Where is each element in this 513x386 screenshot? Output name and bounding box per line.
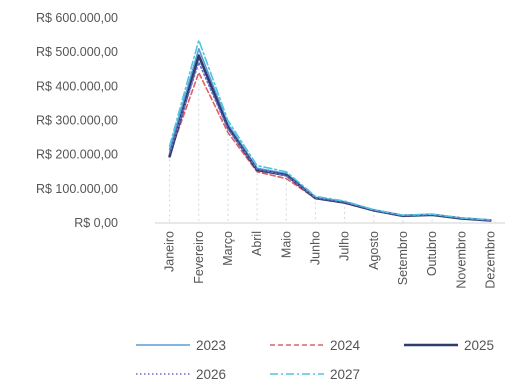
legend-label: 2027 xyxy=(330,367,360,382)
x-axis: Janeiro Fevereiro Março Abril Maio Junho Julho… xyxy=(155,48,505,289)
legend-label: 2025 xyxy=(464,338,494,353)
y-tick-label: R$ 0,00 xyxy=(74,216,118,230)
y-tick-label: R$ 100.000,00 xyxy=(36,182,118,196)
legend-label: 2026 xyxy=(196,367,226,382)
x-tick-label: Março xyxy=(221,231,235,266)
series-layer xyxy=(168,39,492,222)
x-tick-label: Junho xyxy=(308,231,322,265)
x-tick-label: Agosto xyxy=(367,231,381,270)
x-tick-label: Fevereiro xyxy=(192,231,206,284)
x-tick-label: Dezembro xyxy=(483,231,497,289)
y-tick-label: R$ 500.000,00 xyxy=(36,45,118,59)
legend-label: 2023 xyxy=(196,338,226,353)
legend-label: 2024 xyxy=(330,338,361,353)
series-line-2025 xyxy=(168,54,492,222)
series-line-2023 xyxy=(168,47,492,222)
x-tick-label: Outubro xyxy=(425,231,439,276)
x-tick-label: Novembro xyxy=(454,231,468,289)
x-tick-label: Julho xyxy=(338,231,352,261)
y-tick-label: R$ 600.000,00 xyxy=(36,11,118,25)
x-tick-label: Maio xyxy=(279,231,293,258)
y-tick-label: R$ 200.000,00 xyxy=(36,148,118,162)
series-line-2027 xyxy=(168,39,492,221)
x-tick-label: Abril xyxy=(250,231,264,256)
y-tick-label: R$ 400.000,00 xyxy=(36,79,118,93)
x-tick-label: Setembro xyxy=(396,231,410,285)
series-line-2026 xyxy=(168,61,492,222)
y-axis: R$ 0,00 R$ 100.000,00 R$ 200.000,00 R$ 300.… xyxy=(36,11,118,230)
legend: 2023 2024 2025 2026 2027 xyxy=(136,338,494,382)
x-tick-label: Janeiro xyxy=(163,231,177,272)
y-tick-label: R$ 300.000,00 xyxy=(36,114,118,128)
